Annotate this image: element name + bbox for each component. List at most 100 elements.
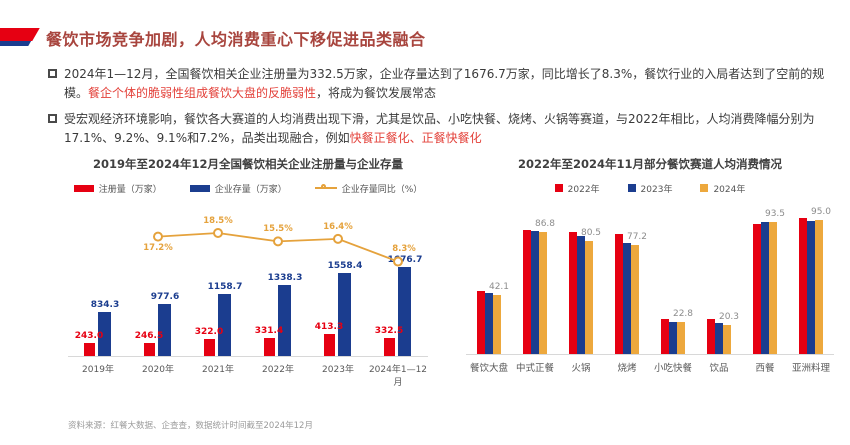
- legend-item: 2024年: [700, 182, 745, 195]
- line-marker-icon: [273, 236, 283, 247]
- bullet-text: 2024年1—12月，全国餐饮相关企业注册量为332.5万家，企业存量达到了16…: [64, 65, 834, 103]
- bullet-square-icon: [48, 69, 57, 78]
- right-plot: 42.1 86.8 80.5 77.2 22.8 20.3 93.5 95.0: [466, 205, 834, 355]
- bar-2024年: [585, 240, 593, 354]
- bar-stock: [158, 304, 171, 356]
- bar-stock: [338, 273, 351, 356]
- value-label: 1676.7: [387, 255, 423, 266]
- bullet-item: 2024年1—12月，全国餐饮相关企业注册量为332.5万家，企业存量达到了16…: [48, 65, 834, 103]
- bar-swatch-icon: [700, 184, 709, 193]
- x-axis-label: 2024年1—12月: [368, 364, 428, 388]
- bar-2022年: [569, 231, 577, 354]
- left-plot: 243.0 834.3 246.5 977.6 322.0 1158.7 331.4 1338…: [68, 215, 428, 357]
- charts-row: 2019年至2024年12月全国餐饮相关企业注册量与企业存量 注册量（万家） 企业…: [0, 156, 850, 388]
- bar-registrations: [144, 342, 155, 356]
- legend-item: 2023年: [627, 182, 672, 195]
- value-label: 322.0: [194, 326, 224, 337]
- bar-registrations: [324, 333, 335, 356]
- legend-label: 2024年: [713, 184, 746, 195]
- value-label: 834.3: [90, 299, 120, 310]
- legend-label: 企业存量同比（%）: [341, 184, 423, 195]
- value-label: 246.5: [134, 330, 164, 341]
- line-swatch-icon: [314, 184, 337, 190]
- value-label: 332.5: [374, 326, 404, 337]
- text-segment: 2024年1—12月，全国餐饮相关企业注册量为332.5万家，企业存量达到了16…: [64, 67, 825, 100]
- bullet-text: 受宏观经济环境影响，餐饮各大赛道的人均消费出现下滑，尤其是饮品、小吃快餐、烧烤、…: [64, 110, 834, 148]
- value-label: 95.0: [810, 207, 832, 218]
- bar-2023年: [715, 323, 723, 354]
- source-note: 资料来源：红餐大数据、企查查，数据统计时间截至2024年12月: [68, 421, 313, 431]
- line-marker-icon: [153, 231, 163, 242]
- bar-swatch-icon: [73, 184, 94, 192]
- x-axis-label: 西餐: [755, 362, 775, 374]
- x-axis-label: 饮品: [709, 362, 729, 374]
- bar-2022年: [707, 319, 715, 354]
- bar-2022年: [477, 291, 485, 354]
- bar-2022年: [523, 230, 531, 354]
- value-label: 20.3: [718, 312, 740, 323]
- bar-2024年: [769, 222, 777, 354]
- bullet-item: 受宏观经济环境影响，餐饮各大赛道的人均消费出现下滑，尤其是饮品、小吃快餐、烧烤、…: [48, 110, 834, 148]
- yoy-line-chart: [153, 227, 403, 267]
- chart-registrations: 2019年至2024年12月全国餐饮相关企业注册量与企业存量 注册量（万家） 企业…: [52, 156, 444, 388]
- value-label: 86.8: [534, 218, 556, 229]
- title-accent-red-icon: [0, 28, 40, 41]
- bar-2024年: [631, 245, 639, 354]
- bullet-square-icon: [48, 113, 57, 123]
- legend-item: 企业存量同比（%）: [314, 182, 423, 195]
- left-chart-title: 2019年至2024年12月全国餐饮相关企业注册量与企业存量: [92, 156, 403, 171]
- bar-stock: [278, 284, 291, 356]
- bar-swatch-icon: [554, 184, 563, 193]
- x-axis-label: 烧烤: [617, 362, 637, 374]
- right-chart-legend: 2022年 2023年 2024年: [454, 182, 846, 195]
- legend-label: 2022年: [567, 184, 600, 195]
- bar-2023年: [623, 243, 631, 354]
- right-x-axis: 餐饮大盘 中式正餐 火锅 烧烤 小吃快餐 饮品 西餐 亚洲料理: [466, 360, 834, 374]
- legend-item: 企业存量（万家）: [189, 182, 287, 195]
- bar-swatch-icon: [189, 184, 210, 192]
- bar-2022年: [661, 318, 669, 354]
- x-axis-label: 小吃快餐: [653, 362, 692, 374]
- x-axis-label: 2019年: [82, 364, 114, 375]
- value-label: 22.8: [672, 308, 694, 319]
- bar-registrations: [84, 342, 95, 356]
- yoy-label: 15.5%: [263, 224, 293, 235]
- left-x-axis: 2019年 2020年 2021年 2022年 2023年 2024年1—12月: [68, 362, 428, 388]
- bar-2022年: [615, 234, 623, 354]
- bar-2022年: [753, 224, 761, 354]
- legend-label: 企业存量（万家）: [214, 184, 287, 195]
- bar-2023年: [761, 222, 769, 354]
- text-segment: 受宏观经济环境影响，餐饮各大赛道的人均消费出现下滑，尤其是饮品、小吃快餐、烧烤、…: [64, 111, 815, 145]
- bar-swatch-icon: [627, 184, 636, 193]
- bar-2023年: [807, 221, 815, 354]
- legend-item: 2022年: [554, 182, 600, 195]
- x-axis-label: 火锅: [571, 362, 591, 374]
- yoy-label: 18.5%: [203, 215, 233, 226]
- bar-2023年: [577, 235, 585, 354]
- bar-stock: [98, 311, 111, 356]
- value-label: 331.4: [254, 326, 284, 337]
- bar-2024年: [493, 294, 501, 354]
- line-marker-icon: [320, 184, 326, 190]
- bullet-list: 2024年1—12月，全国餐饮相关企业注册量为332.5万家，企业存量达到了16…: [48, 65, 834, 148]
- text-segment: ，将成为餐饮发展常态: [316, 85, 437, 100]
- text-segment: 快餐正餐化、正餐快餐化: [349, 130, 482, 145]
- value-label: 977.6: [150, 292, 180, 303]
- line-marker-icon: [213, 227, 223, 238]
- value-label: 413.3: [314, 321, 344, 332]
- x-axis-label: 2021年: [202, 364, 234, 375]
- bar-2024年: [723, 325, 731, 354]
- bar-2024年: [539, 231, 547, 354]
- x-axis-label: 2023年: [322, 364, 354, 375]
- legend-item: 注册量（万家）: [73, 182, 162, 195]
- yoy-label: 17.2%: [143, 243, 173, 254]
- value-label: 1558.4: [327, 261, 363, 272]
- chart-per-capita: 2022年至2024年11月部分餐饮赛道人均消费情况 2022年 2023年 202…: [454, 156, 846, 388]
- bar-registrations: [384, 338, 395, 356]
- value-label: 42.1: [488, 281, 510, 292]
- bar-registrations: [264, 338, 275, 356]
- value-label: 80.5: [580, 227, 602, 238]
- bar-stock: [218, 294, 231, 356]
- line-marker-icon: [393, 256, 403, 267]
